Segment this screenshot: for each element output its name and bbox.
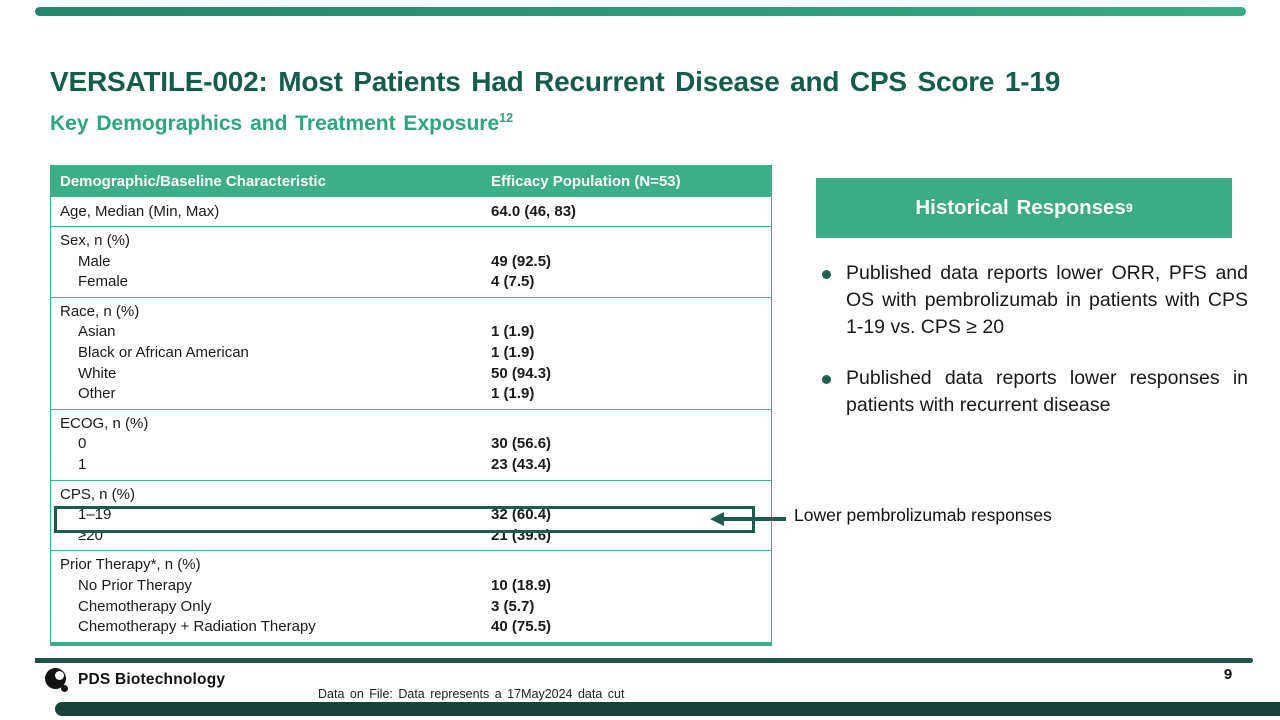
row-value: 1 (1.9) xyxy=(491,323,535,341)
page-number: 9 xyxy=(1223,666,1233,683)
table-header-row: Demographic/Baseline Characteristic Effi… xyxy=(51,166,771,197)
row-label: 1–19 xyxy=(78,506,112,524)
table-header-characteristic: Demographic/Baseline Characteristic xyxy=(60,173,326,190)
table-group: CPS, n (%) 1–19 32 (60.4) ≥20 21 (39.6) xyxy=(51,479,771,551)
row-label: ECOG, n (%) xyxy=(60,414,149,432)
row-value xyxy=(491,555,771,576)
table-row: Chemotherapy Only 3 (5.7) xyxy=(51,597,771,618)
row-label: 1 xyxy=(78,455,87,473)
table-row: 1–19 32 (60.4) xyxy=(51,505,771,526)
row-value: 30 (56.6) xyxy=(491,435,552,453)
row-value: 1 (1.9) xyxy=(491,343,535,361)
row-label: 0 xyxy=(78,435,87,453)
table-group: ECOG, n (%) 0 30 (56.6) 1 23 (43.4) xyxy=(51,408,771,480)
pds-logo-icon xyxy=(45,668,71,694)
table-row: Prior Therapy*, n (%) xyxy=(51,555,771,576)
row-label: Black or African American xyxy=(78,343,249,361)
table-row: Black or African American 1 (1.9) xyxy=(51,343,771,364)
company-name: PDS Biotechnology xyxy=(78,671,226,688)
table-row: Female 4 (7.5) xyxy=(51,272,771,293)
bullet-item: Published data reports lower responses i… xyxy=(820,365,1248,419)
table-row: Asian 1 (1.9) xyxy=(51,322,771,343)
subtitle-text: Key Demographics and Treatment Exposure xyxy=(50,112,500,135)
panel-header-text: Historical Responses xyxy=(915,196,1126,219)
row-label: CPS, n (%) xyxy=(60,485,136,503)
top-accent-bar xyxy=(35,7,1246,16)
demographics-table: Demographic/Baseline Characteristic Effi… xyxy=(50,165,772,646)
row-label: Chemotherapy Only xyxy=(78,597,212,615)
company-logo: PDS Biotechnology xyxy=(45,666,275,696)
row-value: 10 (18.9) xyxy=(491,576,552,594)
row-value: 50 (94.3) xyxy=(491,364,552,382)
table-row: Other 1 (1.9) xyxy=(51,384,771,405)
row-value xyxy=(491,231,771,252)
row-label: Race, n (%) xyxy=(60,302,140,320)
row-label: No Prior Therapy xyxy=(78,576,192,594)
table-row: Chemotherapy + Radiation Therapy 40 (75.5… xyxy=(51,617,771,638)
row-label: Sex, n (%) xyxy=(60,232,131,249)
table-row: 0 30 (56.6) xyxy=(51,434,771,455)
row-label: Male xyxy=(78,252,111,270)
bullet-item: Published data reports lower ORR, PFS an… xyxy=(820,260,1248,341)
subtitle-superscript: 12 xyxy=(499,111,514,125)
row-value: 40 (75.5) xyxy=(491,618,552,636)
table-row: Race, n (%) xyxy=(51,302,771,323)
slide-subtitle: Key Demographics and Treatment Exposure1… xyxy=(50,112,513,136)
row-value: 23 (43.4) xyxy=(491,455,552,473)
arrow-head xyxy=(710,512,724,526)
table-group: Age, Median (Min, Max) 64.0 (46, 83) xyxy=(51,197,771,226)
table-row: Age, Median (Min, Max) 64.0 (46, 83) xyxy=(51,197,771,226)
table-group: Prior Therapy*, n (%) No Prior Therapy 10 … xyxy=(51,550,771,641)
footer-divider xyxy=(35,658,1253,663)
table-row: CPS, n (%) xyxy=(51,485,771,506)
cps-1-19-highlight-box xyxy=(54,506,755,533)
table-body: Age, Median (Min, Max) 64.0 (46, 83) Sex, … xyxy=(51,197,771,642)
table-row: Sex, n (%) xyxy=(51,231,771,252)
row-label: Age, Median (Min, Max) xyxy=(60,203,220,220)
table-row: Male 49 (92.5) xyxy=(51,252,771,273)
row-value: 64.0 (46, 83) xyxy=(491,203,577,220)
row-value xyxy=(491,485,771,506)
row-value: 4 (7.5) xyxy=(491,273,535,291)
callout-arrow-icon xyxy=(710,512,786,526)
row-value: 49 (92.5) xyxy=(491,252,552,270)
bottom-accent-bar xyxy=(55,702,1280,716)
row-label: Chemotherapy + Radiation Therapy xyxy=(78,618,316,636)
arrow-shaft xyxy=(722,517,786,521)
row-value: 3 (5.7) xyxy=(491,597,535,615)
row-value xyxy=(491,302,771,323)
row-label: Other xyxy=(78,385,116,403)
bullet-list: Published data reports lower ORR, PFS an… xyxy=(820,260,1248,443)
footer-note: Data on File: Data represents a 17May202… xyxy=(318,687,625,701)
table-group: Sex, n (%) Male 49 (92.5) Female 4 (7.5) xyxy=(51,226,771,297)
table-group: Race, n (%) Asian 1 (1.9) Black or African … xyxy=(51,296,771,409)
row-value: 32 (60.4) xyxy=(491,506,552,524)
slide-title: VERSATILE-002: Most Patients Had Recurre… xyxy=(50,66,1061,97)
table-row: 1 23 (43.4) xyxy=(51,455,771,476)
row-label: Prior Therapy*, n (%) xyxy=(60,556,201,574)
table-row: No Prior Therapy 10 (18.9) xyxy=(51,576,771,597)
callout-label: Lower pembrolizumab responses xyxy=(794,505,1052,525)
row-label: Female xyxy=(78,273,129,291)
table-header-population: Efficacy Population (N=53) xyxy=(491,173,681,190)
table-row: White 50 (94.3) xyxy=(51,364,771,385)
table-row: ECOG, n (%) xyxy=(51,414,771,435)
row-label: Asian xyxy=(78,323,116,341)
row-label: White xyxy=(78,364,117,382)
row-value: 1 (1.9) xyxy=(491,385,535,403)
historical-responses-header: Historical Responses 9 xyxy=(816,178,1232,238)
row-value xyxy=(491,414,771,435)
